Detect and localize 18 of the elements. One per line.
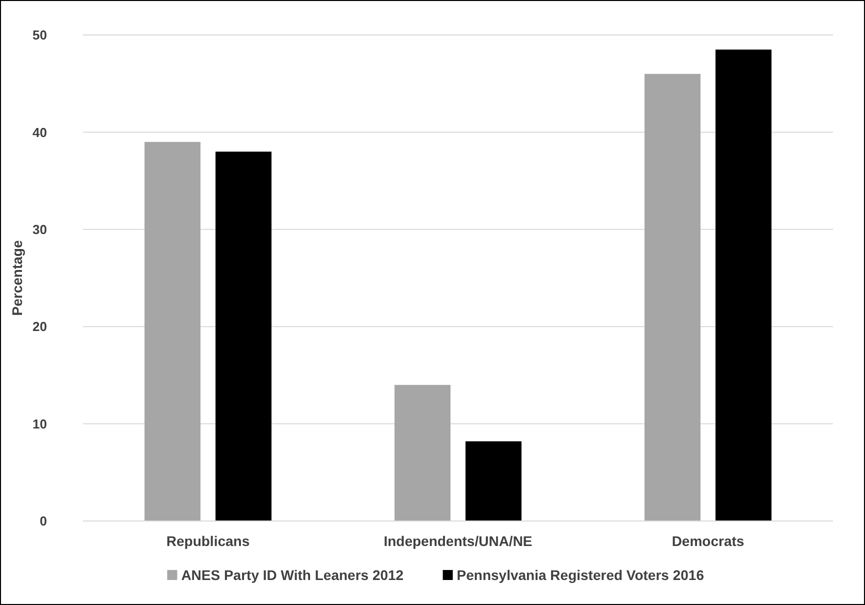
x-tick-label: Republicans — [166, 532, 250, 549]
y-axis-title: Percentage — [8, 240, 25, 316]
y-tick-label: 40 — [32, 124, 47, 140]
bar — [394, 384, 450, 521]
bar — [644, 74, 700, 521]
x-tick-label: Independents/UNA/NE — [384, 532, 532, 549]
x-tick-label: Democrats — [672, 532, 744, 549]
bar — [716, 50, 772, 521]
y-tick-label: 0 — [40, 514, 47, 529]
bar — [216, 152, 272, 521]
y-tick-label: 50 — [32, 28, 47, 43]
y-tick-label: 20 — [32, 319, 47, 334]
legend-label: Pennsylvania Registered Voters 2016 — [456, 566, 704, 583]
y-tick-label: 30 — [32, 222, 47, 237]
y-tick-label: 10 — [32, 416, 47, 432]
legend-label: ANES Party ID With Leaners 2012 — [181, 566, 404, 583]
bar — [144, 142, 200, 521]
bar — [466, 441, 522, 521]
